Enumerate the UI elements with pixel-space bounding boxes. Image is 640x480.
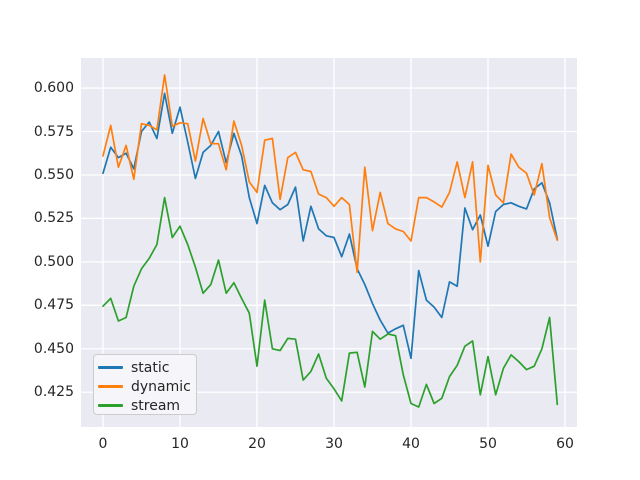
x-tick-label: 40 — [402, 436, 420, 452]
y-tick-label: 0.500 — [33, 253, 74, 270]
y-tick-label: 0.475 — [33, 297, 74, 314]
y-tick-label: 0.575 — [33, 123, 74, 140]
legend: static dynamic stream — [93, 354, 197, 415]
y-tick-label: 0.550 — [33, 166, 74, 183]
legend-item-dynamic: dynamic — [98, 377, 196, 396]
legend-label-static: static — [131, 359, 170, 376]
legend-item-static: static — [98, 358, 196, 377]
line-dynamic — [102, 74, 559, 274]
x-tick-label: 20 — [248, 436, 266, 452]
x-tick-label: 60 — [556, 436, 574, 452]
legend-line-sample-stream — [98, 404, 123, 407]
x-tick-label: 0 — [98, 436, 108, 452]
x-tick-label: 50 — [479, 436, 497, 452]
y-tick-label: 0.600 — [33, 80, 74, 97]
x-tick-label: 30 — [325, 436, 343, 452]
y-tick-label: 0.525 — [33, 210, 74, 227]
legend-label-stream: stream — [131, 397, 181, 414]
line-stream — [102, 196, 559, 408]
y-tick-label: 0.425 — [33, 384, 74, 401]
line-static — [102, 92, 559, 360]
legend-label-dynamic: dynamic — [131, 378, 191, 395]
x-tick-label: 10 — [171, 436, 189, 452]
legend-item-stream: stream — [98, 396, 196, 415]
legend-line-sample-static — [98, 366, 123, 369]
legend-line-sample-dynamic — [98, 385, 123, 388]
y-tick-label: 0.450 — [33, 340, 74, 357]
